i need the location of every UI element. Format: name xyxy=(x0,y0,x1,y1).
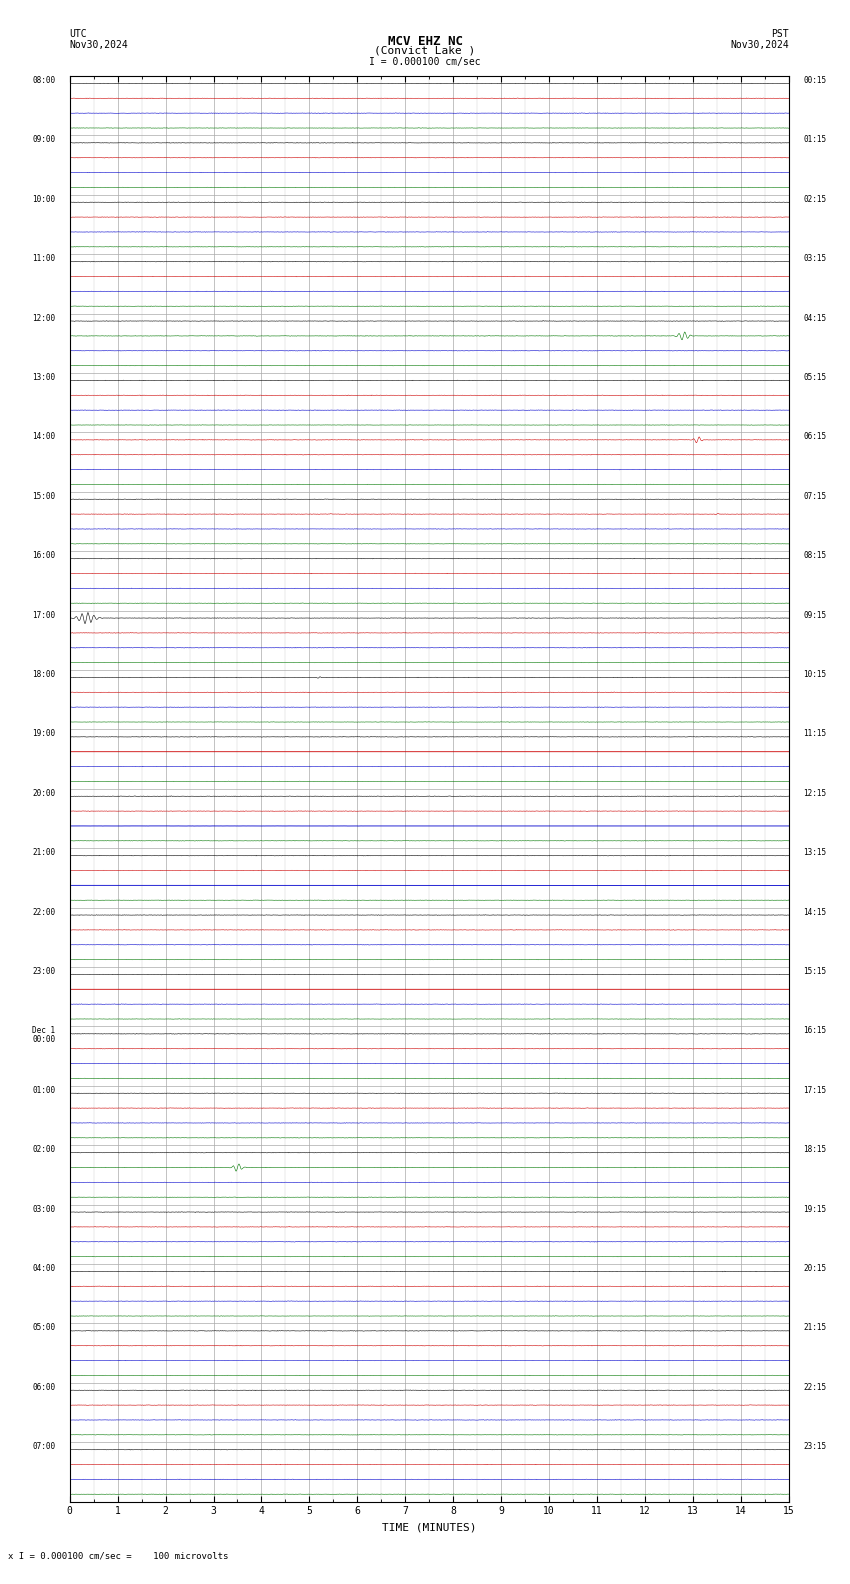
Text: 14:15: 14:15 xyxy=(803,908,826,917)
Text: (Convict Lake ): (Convict Lake ) xyxy=(374,46,476,55)
Text: UTC: UTC xyxy=(70,29,88,38)
Text: 11:15: 11:15 xyxy=(803,729,826,738)
Text: 06:00: 06:00 xyxy=(32,1383,55,1392)
Text: 22:00: 22:00 xyxy=(32,908,55,917)
Text: 02:15: 02:15 xyxy=(803,195,826,204)
Text: 18:00: 18:00 xyxy=(32,670,55,680)
Text: 16:15: 16:15 xyxy=(803,1026,826,1036)
Text: 10:15: 10:15 xyxy=(803,670,826,680)
Text: 04:15: 04:15 xyxy=(803,314,826,323)
Text: 17:15: 17:15 xyxy=(803,1087,826,1095)
Text: 06:15: 06:15 xyxy=(803,432,826,442)
Text: 16:00: 16:00 xyxy=(32,551,55,561)
Text: 07:00: 07:00 xyxy=(32,1441,55,1451)
Text: Nov30,2024: Nov30,2024 xyxy=(730,40,789,49)
Text: Nov30,2024: Nov30,2024 xyxy=(70,40,128,49)
Text: 05:15: 05:15 xyxy=(803,374,826,382)
Text: 09:00: 09:00 xyxy=(32,136,55,144)
Text: 08:15: 08:15 xyxy=(803,551,826,561)
Text: 19:15: 19:15 xyxy=(803,1204,826,1213)
Text: 12:00: 12:00 xyxy=(32,314,55,323)
Text: Dec 1
00:00: Dec 1 00:00 xyxy=(32,1026,55,1044)
Text: x I = 0.000100 cm/sec =    100 microvolts: x I = 0.000100 cm/sec = 100 microvolts xyxy=(8,1551,229,1560)
Text: 02:00: 02:00 xyxy=(32,1145,55,1155)
Text: 05:00: 05:00 xyxy=(32,1324,55,1332)
Text: 21:15: 21:15 xyxy=(803,1324,826,1332)
Text: 03:15: 03:15 xyxy=(803,255,826,263)
Text: 03:00: 03:00 xyxy=(32,1204,55,1213)
Text: MCV EHZ NC: MCV EHZ NC xyxy=(388,35,462,48)
Text: 13:15: 13:15 xyxy=(803,849,826,857)
Text: 08:00: 08:00 xyxy=(32,76,55,86)
Text: 17:00: 17:00 xyxy=(32,610,55,619)
X-axis label: TIME (MINUTES): TIME (MINUTES) xyxy=(382,1522,477,1532)
Text: 11:00: 11:00 xyxy=(32,255,55,263)
Text: 22:15: 22:15 xyxy=(803,1383,826,1392)
Text: 01:00: 01:00 xyxy=(32,1087,55,1095)
Text: 15:15: 15:15 xyxy=(803,966,826,976)
Text: 23:00: 23:00 xyxy=(32,966,55,976)
Text: 13:00: 13:00 xyxy=(32,374,55,382)
Text: 15:00: 15:00 xyxy=(32,491,55,501)
Text: 20:00: 20:00 xyxy=(32,789,55,798)
Text: 07:15: 07:15 xyxy=(803,491,826,501)
Text: PST: PST xyxy=(771,29,789,38)
Text: 21:00: 21:00 xyxy=(32,849,55,857)
Text: 18:15: 18:15 xyxy=(803,1145,826,1155)
Text: 23:15: 23:15 xyxy=(803,1441,826,1451)
Text: 12:15: 12:15 xyxy=(803,789,826,798)
Text: 20:15: 20:15 xyxy=(803,1264,826,1274)
Text: 09:15: 09:15 xyxy=(803,610,826,619)
Text: 14:00: 14:00 xyxy=(32,432,55,442)
Text: I = 0.000100 cm/sec: I = 0.000100 cm/sec xyxy=(369,57,481,67)
Text: 10:00: 10:00 xyxy=(32,195,55,204)
Text: 19:00: 19:00 xyxy=(32,729,55,738)
Text: 04:00: 04:00 xyxy=(32,1264,55,1274)
Text: 01:15: 01:15 xyxy=(803,136,826,144)
Text: 00:15: 00:15 xyxy=(803,76,826,86)
